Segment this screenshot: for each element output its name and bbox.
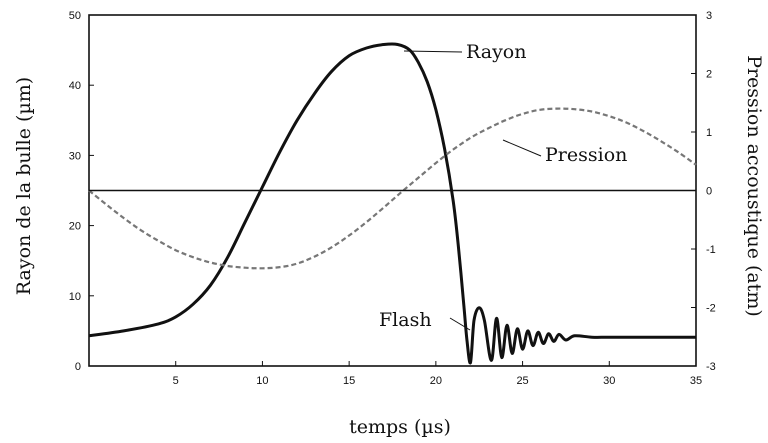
annotation-rayon-leader	[403, 50, 463, 53]
x-axis-title: temps (µs)	[349, 416, 451, 438]
x-tick-label-2: 15	[343, 375, 355, 387]
y-left-tick-label-2: 20	[69, 221, 81, 233]
y-right-tick-label-6: 3	[706, 10, 712, 22]
x-tick-label-3: 20	[430, 375, 442, 387]
y-right-tick-label-3: 0	[706, 186, 712, 198]
y-right-tick-label-4: 1	[706, 127, 712, 139]
y-right-tick-label-2: -1	[706, 244, 716, 256]
series-rayon-line	[88, 42, 696, 365]
y-left-tick-label-1: 10	[69, 291, 81, 303]
y-left-tick-label-5: 50	[69, 10, 81, 22]
annotation-flash: Flash	[379, 309, 432, 331]
annotation-pression: Pression	[545, 144, 627, 166]
tick-labels: 5 10 15 20 25 30 35 0 10 20 30 40 50 -3 -2 -1 0 1 2 3	[69, 10, 716, 387]
series-layer	[88, 42, 697, 365]
y-left-tick-label-3: 30	[69, 150, 81, 162]
x-tick-label-0: 5	[173, 375, 179, 387]
y-left-tick-label-0: 0	[75, 361, 81, 373]
annotation-rayon: Rayon	[466, 41, 526, 63]
x-tick-label-5: 30	[603, 375, 615, 387]
x-tick-label-1: 10	[256, 375, 268, 387]
y-left-axis-title: Rayon de la bulle (µm)	[13, 77, 35, 295]
y-right-tick-label-1: -2	[706, 303, 716, 315]
y-left-tick-label-4: 40	[69, 80, 81, 92]
y-right-tick-label-0: -3	[706, 361, 716, 373]
x-tick-label-6: 35	[690, 375, 702, 387]
series-pression-line	[88, 107, 697, 270]
y-right-axis-title: Pression accoustique (atm)	[743, 55, 765, 317]
annotation-pression-leader	[502, 139, 542, 157]
y-right-tick-label-5: 2	[706, 69, 712, 81]
annotation-flash-leader	[449, 317, 471, 331]
x-tick-label-4: 25	[516, 375, 528, 387]
